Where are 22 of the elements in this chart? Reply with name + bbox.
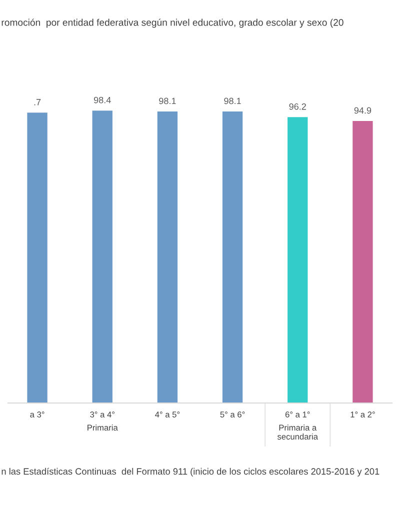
x-tick-label: 5° a 6° [220,412,245,418]
bar [92,110,112,403]
data-label: 98.1 [159,98,176,104]
x-tick-label: a 3° [30,412,44,418]
data-label: 98.4 [94,96,111,104]
text: Primaria a secundaria [277,424,318,440]
text: n las Estadísticas Continuas del Formato 911 (inicio de los ciclos escolares 2015-2016 y 201 [2,468,380,476]
x-tick-label: 6° a 1° [285,412,310,418]
text: Primaria [88,424,118,431]
bar [288,117,308,403]
bar [27,112,48,403]
bar [352,120,373,403]
chart-title: romoción por entidad federativa según nivel educativo, grado escolar y sexo (20 [2,18,344,28]
x-tick-label: 3° a 4° [90,412,114,418]
data-label: 94.9 [354,107,372,114]
data-label: 96.2 [289,103,306,110]
x-tick-label: 1° a 2° [350,412,375,418]
annotation: .7 [34,99,41,106]
x-tick-label: 4° a 5° [155,412,180,418]
bar [157,111,178,403]
bar [222,111,243,403]
data-label: 98.1 [224,98,241,104]
